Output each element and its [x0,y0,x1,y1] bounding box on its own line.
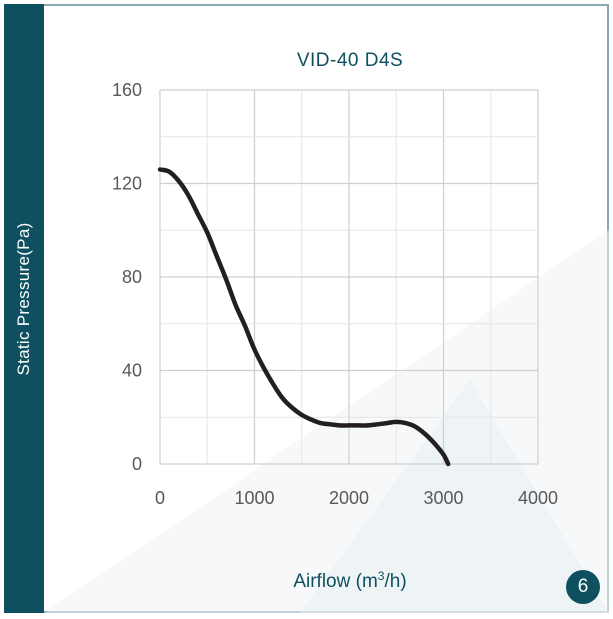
series-layer [157,167,451,467]
x-axis-label-unit: /h) [384,571,407,592]
series-line [157,167,451,467]
page-number-badge: 6 [566,570,600,604]
chart-title: VID-40 D4S [296,50,404,71]
side-band [4,4,44,613]
decor-shape [300,380,609,613]
y-tick-label: 120 [112,174,142,194]
y-tick-label: 80 [122,267,142,287]
x-tick-label: 1000 [234,488,274,508]
x-axis-label: Airflow (m3/h) [160,569,540,593]
x-tick-label: 4000 [518,488,558,508]
x-axis-label-text: Airflow (m [293,571,378,592]
background-decoration [44,230,609,613]
x-tick-label: 0 [155,488,165,508]
x-tick-label: 3000 [423,488,463,508]
y-tick-label: 40 [122,361,142,381]
x-axis-label-superscript: 3 [377,569,385,583]
tick-labels: 0 1000 2000 3000 4000 0 40 80 120 160 [112,80,558,508]
x-tick-label: 2000 [329,488,369,508]
y-tick-label: 160 [112,80,142,100]
y-tick-label: 0 [132,454,142,474]
